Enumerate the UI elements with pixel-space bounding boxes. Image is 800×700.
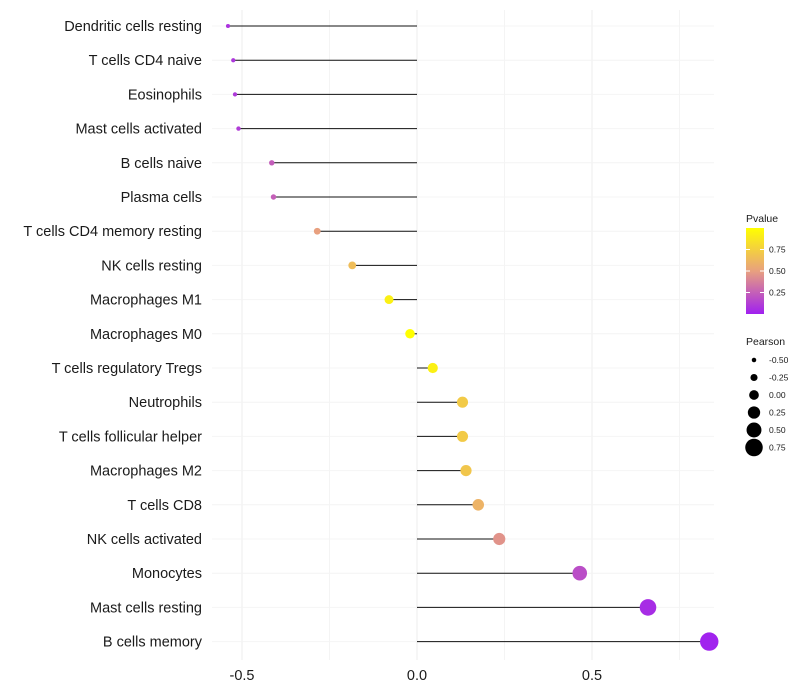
category-labels: Dendritic cells resting T cells CD4 naive… (23, 19, 202, 651)
lollipop-point (472, 499, 485, 511)
lollipop-point (460, 465, 472, 477)
category-label: Neutrophils (129, 395, 202, 411)
category-label: Macrophages M2 (90, 464, 202, 480)
lollipop-point (456, 430, 469, 442)
category-label: Monocytes (132, 566, 202, 582)
lollipop-point (231, 58, 236, 63)
x-tick-label: -0.5 (230, 668, 255, 684)
lollipop-point (456, 396, 469, 408)
color-legend-bar (746, 228, 764, 314)
lollipop-point (639, 599, 657, 616)
size-legend-swatch (745, 438, 763, 457)
size-legend-label: 0.25 (769, 408, 786, 418)
lollipop-point (225, 23, 231, 29)
lollipop-point (232, 92, 238, 97)
size-legend-swatch (751, 357, 757, 363)
category-label: Mast cells activated (75, 122, 202, 138)
category-label: T cells CD8 (127, 498, 202, 514)
category-label: T cells CD4 memory resting (23, 224, 202, 240)
category-label: Eosinophils (128, 87, 202, 103)
lollipop-point (427, 362, 438, 374)
size-legend-label: 0.75 (769, 443, 786, 453)
category-label: NK cells activated (87, 532, 202, 548)
category-label: B cells naive (121, 156, 202, 172)
size-legend-label: -0.25 (769, 373, 789, 383)
size-legend-title: Pearson (746, 336, 785, 348)
lollipop-point (236, 126, 241, 131)
category-label: Plasma cells (121, 190, 202, 206)
color-legend: Pvalue 0.25 0.50 0.75 (746, 213, 786, 314)
lollipop-point (700, 632, 719, 651)
lollipop-point (348, 261, 357, 270)
category-label: Macrophages M0 (90, 327, 202, 343)
color-legend-label: 0.50 (769, 266, 786, 276)
x-tick-label: 0.0 (407, 668, 427, 684)
lollipop-point (493, 532, 506, 546)
color-legend-title: Pvalue (746, 213, 778, 225)
category-label: T cells CD4 naive (89, 53, 202, 69)
category-label: T cells regulatory Tregs (52, 361, 202, 377)
category-label: T cells follicular helper (59, 429, 202, 445)
grid (212, 10, 714, 660)
category-label: Macrophages M1 (90, 293, 202, 309)
size-legend: Pearson -0.50 -0.25 0.00 0.25 0.50 0.75 (745, 336, 789, 457)
points (225, 23, 719, 651)
size-legend-swatch (747, 406, 761, 419)
lollipop-point (269, 160, 275, 166)
size-legend-swatch (750, 373, 758, 382)
size-legend-label: 0.00 (769, 390, 786, 400)
lollipop-point (572, 565, 588, 581)
x-tick-label: 0.5 (582, 668, 602, 684)
category-label: B cells memory (103, 635, 203, 651)
size-legend-label: -0.50 (769, 355, 789, 365)
color-legend-label: 0.75 (769, 245, 786, 255)
lollipop-point (384, 295, 394, 305)
size-legend-swatch (746, 422, 762, 438)
color-legend-label: 0.25 (769, 288, 786, 298)
stems (228, 25, 710, 643)
category-label: Dendritic cells resting (64, 19, 202, 35)
size-legend-swatch (749, 390, 759, 400)
lollipop-point (270, 194, 277, 200)
size-legend-label: 0.50 (769, 425, 786, 435)
x-axis-ticks: -0.5 0.0 0.5 (230, 668, 603, 684)
category-label: NK cells resting (101, 258, 202, 274)
lollipop-point (313, 227, 321, 235)
lollipop-point (405, 329, 415, 339)
category-label: Mast cells resting (90, 600, 202, 616)
